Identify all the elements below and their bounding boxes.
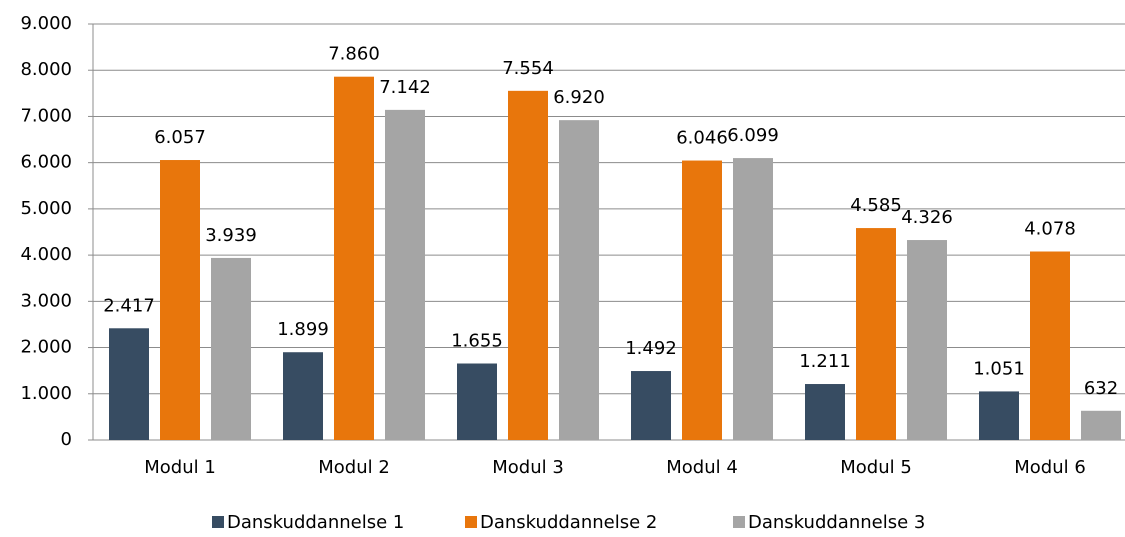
bar	[856, 228, 896, 440]
bar	[160, 160, 200, 441]
data-label: 632	[1084, 378, 1118, 399]
data-label: 6.057	[154, 127, 206, 148]
bar	[334, 76, 374, 441]
bar	[907, 240, 947, 440]
data-label: 4.078	[1024, 219, 1076, 240]
data-label: 6.099	[727, 125, 779, 146]
y-tick-label: 5.000	[20, 198, 72, 219]
legend-label: Danskuddannelse 3	[748, 512, 925, 533]
y-tick-label: 0	[61, 429, 72, 450]
bar	[508, 90, 548, 440]
bar	[1030, 251, 1070, 440]
data-label: 2.417	[103, 295, 155, 316]
data-label: 6.920	[553, 87, 605, 108]
bar	[283, 352, 323, 440]
data-label: 1.051	[973, 358, 1025, 379]
data-label: 7.142	[379, 77, 431, 98]
data-label: 1.655	[451, 331, 503, 352]
data-label: 4.326	[901, 207, 953, 228]
bar	[682, 160, 722, 440]
y-tick-label: 3.000	[20, 290, 72, 311]
y-tick-label: 1.000	[20, 383, 72, 404]
x-tick-label: Modul 5	[840, 457, 912, 478]
data-label: 1.899	[277, 319, 329, 340]
legend-label: Danskuddannelse 2	[480, 512, 657, 533]
bar	[733, 158, 773, 440]
bar	[457, 363, 497, 440]
bar	[559, 120, 599, 441]
bar	[631, 371, 671, 440]
y-tick-label: 9.000	[20, 13, 72, 34]
x-tick-label: Modul 2	[318, 457, 390, 478]
bar	[1081, 410, 1121, 440]
y-tick-label: 8.000	[20, 59, 72, 80]
bar	[109, 328, 149, 440]
y-tick-label: 7.000	[20, 105, 72, 126]
bar	[979, 391, 1019, 440]
legend-swatch	[212, 516, 224, 528]
data-label: 7.554	[502, 58, 554, 79]
x-tick-label: Modul 1	[144, 457, 216, 478]
x-tick-label: Modul 3	[492, 457, 564, 478]
legend-label: Danskuddannelse 1	[227, 512, 404, 533]
x-tick-label: Modul 6	[1014, 457, 1086, 478]
legend-swatch	[465, 516, 477, 528]
x-tick-label: Modul 4	[666, 457, 738, 478]
bar	[385, 109, 425, 440]
y-tick-label: 4.000	[20, 244, 72, 265]
data-label: 1.492	[625, 338, 677, 359]
y-tick-label: 6.000	[20, 152, 72, 173]
data-label: 7.860	[328, 44, 380, 65]
data-label: 4.585	[850, 195, 902, 216]
data-label: 3.939	[205, 225, 257, 246]
data-label: 6.046	[676, 128, 728, 149]
legend-swatch	[733, 516, 745, 528]
data-label: 1.211	[799, 351, 851, 372]
bar	[211, 257, 251, 440]
bar	[805, 384, 845, 440]
y-tick-label: 2.000	[20, 337, 72, 358]
